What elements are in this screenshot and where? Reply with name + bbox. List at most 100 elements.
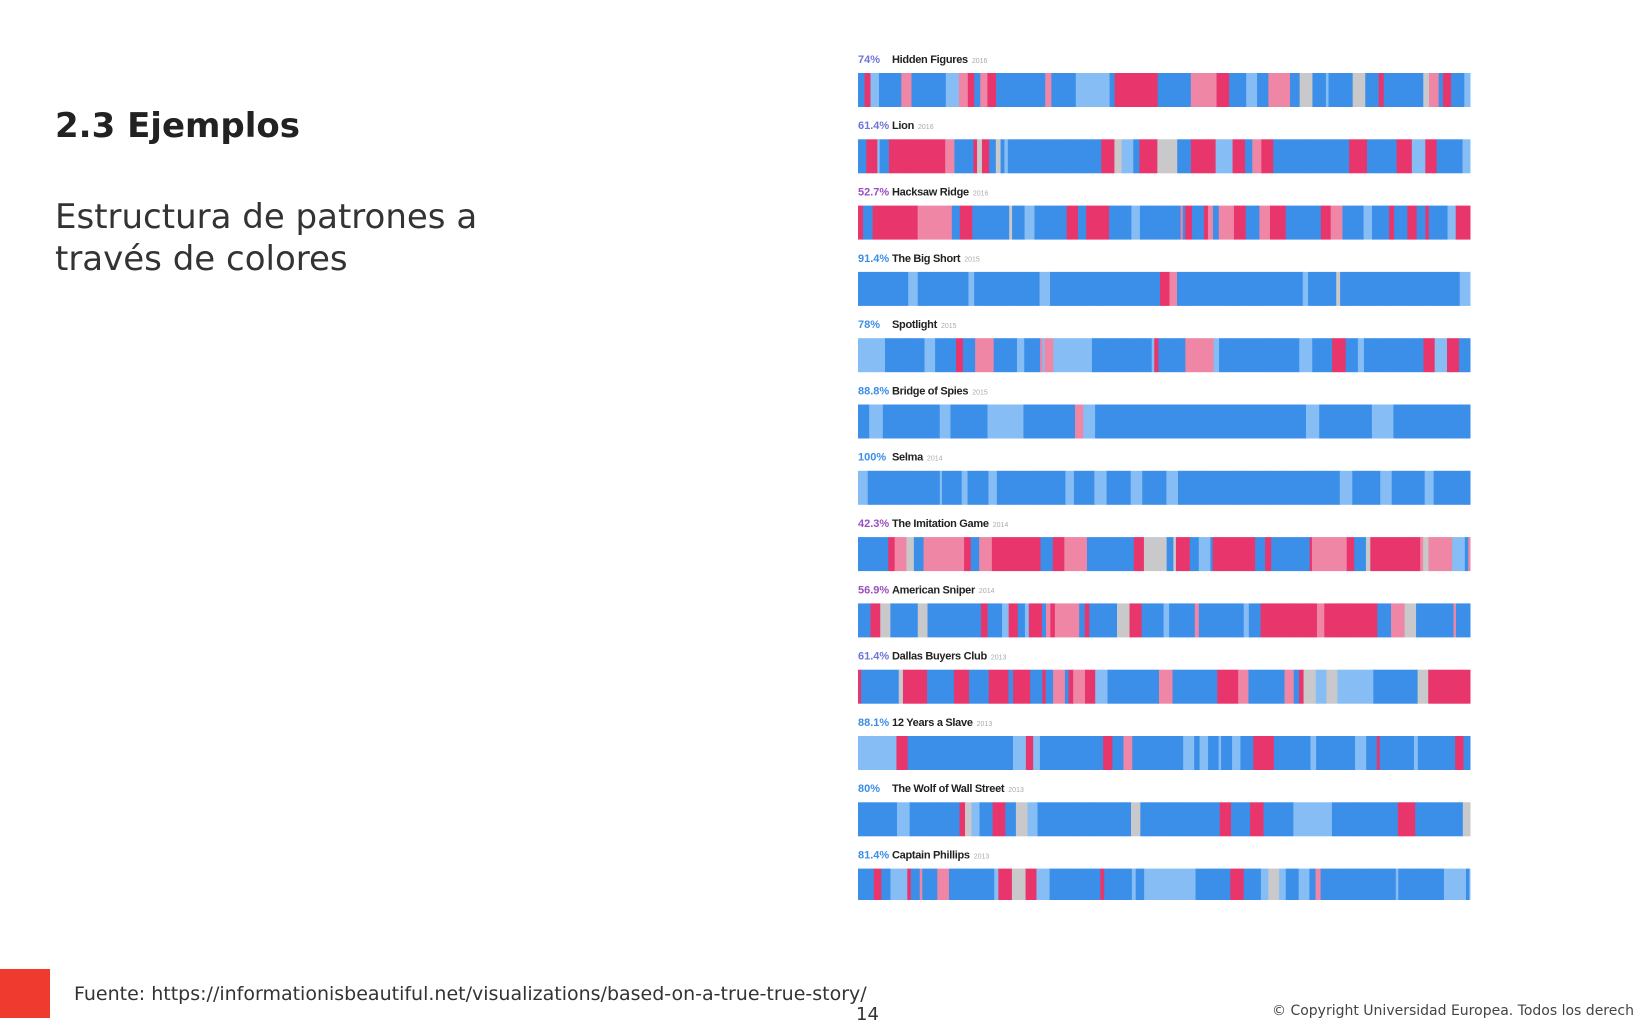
- stripe: [1455, 205, 1471, 240]
- stripe: [1088, 73, 1097, 107]
- stripe: [939, 470, 943, 505]
- stripe: [1054, 603, 1080, 638]
- stripe: [1045, 73, 1052, 107]
- stripe: [956, 868, 961, 900]
- stripe: [907, 736, 943, 770]
- stripe: [1086, 205, 1096, 240]
- stripe: [1372, 271, 1387, 306]
- stripe: [1465, 338, 1471, 373]
- stripe: [896, 802, 911, 837]
- stripe: [1232, 736, 1241, 770]
- stripe: [1440, 271, 1450, 306]
- stripe: [1469, 868, 1471, 900]
- stripe: [1212, 139, 1217, 174]
- stripe: [970, 736, 978, 770]
- film-year: 2013: [977, 721, 993, 728]
- stripe: [1051, 73, 1061, 107]
- stripe: [1268, 338, 1274, 373]
- stripe: [941, 470, 954, 505]
- stripe: [981, 139, 990, 174]
- stripe: [985, 205, 997, 240]
- stripe: [1209, 868, 1213, 900]
- stripe: [988, 470, 998, 505]
- stripe: [1325, 73, 1330, 107]
- stripe: [1339, 73, 1343, 107]
- stripe: [1054, 404, 1069, 439]
- stripe: [1377, 603, 1392, 638]
- stripe: [1061, 868, 1071, 900]
- stripe: [881, 868, 891, 900]
- stripe: [1281, 736, 1292, 770]
- stripe: [922, 404, 932, 439]
- stripe: [1198, 603, 1214, 638]
- stripe: [890, 603, 905, 638]
- stripe: [870, 537, 881, 572]
- stripe: [1411, 537, 1421, 572]
- stripe: [1378, 868, 1388, 900]
- stripe: [959, 868, 991, 900]
- stripe: [1027, 802, 1039, 837]
- stripe: [959, 802, 966, 837]
- stripe: [1428, 537, 1433, 572]
- stripe: [1394, 205, 1408, 240]
- stripe: [1354, 205, 1365, 240]
- stripe: [1095, 404, 1099, 439]
- stripe: [1243, 868, 1254, 900]
- stripe: [1233, 205, 1247, 240]
- stripe: [1328, 73, 1340, 107]
- stripe: [864, 73, 871, 107]
- stripe: [1029, 271, 1041, 306]
- stripe: [1398, 868, 1406, 900]
- stripe: [1276, 802, 1281, 837]
- stripe: [927, 603, 939, 638]
- stripe: [1393, 404, 1405, 439]
- film-year: 2014: [993, 522, 1009, 529]
- stripe: [1330, 205, 1343, 240]
- stripe: [975, 338, 990, 373]
- stripe: [1420, 802, 1432, 837]
- stripe: [1085, 271, 1100, 306]
- stripe: [1246, 73, 1258, 107]
- stripe: [1310, 736, 1317, 770]
- stripe: [1172, 669, 1208, 704]
- stripe: [935, 338, 948, 373]
- stripe: [1248, 271, 1261, 306]
- stripe: [997, 603, 1003, 638]
- film-year: 2016: [973, 190, 989, 197]
- stripe: [991, 537, 1004, 572]
- stripe: [1120, 205, 1132, 240]
- stripe: [1144, 338, 1153, 373]
- stripe: [1367, 139, 1381, 174]
- stripe: [957, 139, 965, 174]
- stripe: [960, 736, 971, 770]
- stripe: [1303, 669, 1317, 704]
- stripe: [1194, 205, 1205, 240]
- stripe: [964, 537, 972, 572]
- stripe: [1043, 736, 1050, 770]
- stripe: [978, 470, 989, 505]
- stripe: [1279, 868, 1287, 900]
- stripe: [1416, 205, 1426, 240]
- stripe: [1391, 802, 1396, 837]
- stripe: [1443, 470, 1456, 505]
- stripe: [1079, 603, 1086, 638]
- stripe: [969, 669, 980, 704]
- stripe: [1037, 802, 1073, 837]
- stripe: [1357, 338, 1365, 373]
- stripe: [974, 73, 981, 107]
- stripe: [1131, 205, 1141, 240]
- stripe: [940, 669, 955, 704]
- stripe: [1305, 404, 1320, 439]
- stripe: [1434, 338, 1448, 373]
- stripe: [988, 669, 1000, 704]
- film-title: The Big Short: [892, 253, 961, 265]
- stripe: [1210, 537, 1214, 572]
- stripe: [1383, 736, 1397, 770]
- stripe: [1340, 271, 1351, 306]
- stripe: [1033, 736, 1041, 770]
- stripe: [1177, 139, 1192, 174]
- stripe: [920, 669, 928, 704]
- stripe: [1024, 205, 1035, 240]
- stripe: [870, 603, 881, 638]
